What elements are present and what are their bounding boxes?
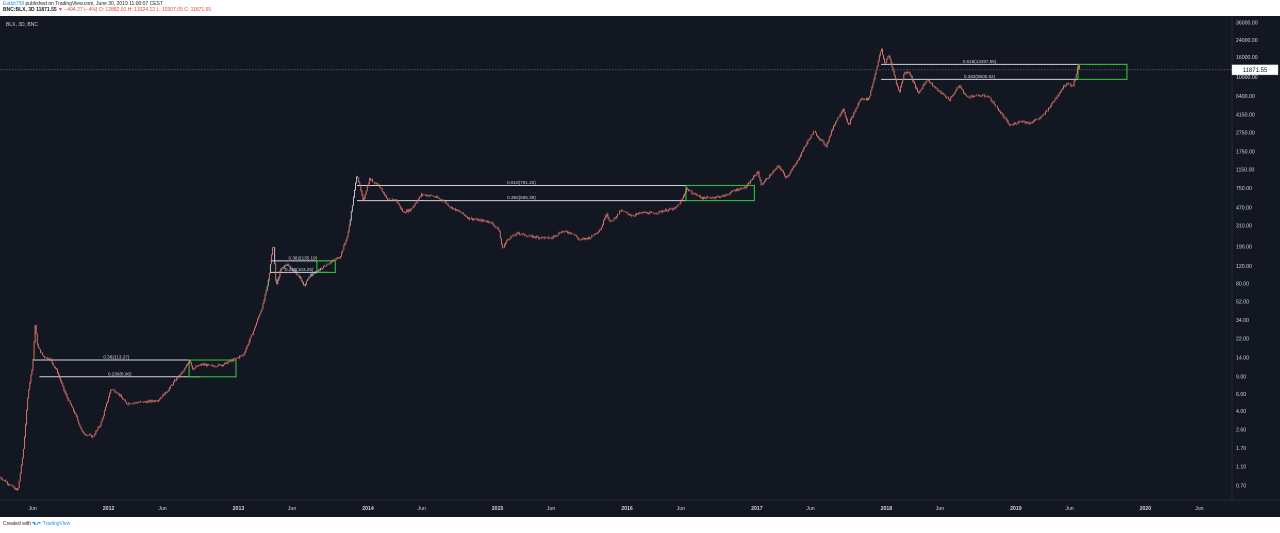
- price-tick-label-4: 6400.00: [1236, 94, 1255, 100]
- price-chart[interactable]: BLX, 3D, BNC 0.382(13.27)0.236(8.96)0.38…: [0, 16, 1280, 517]
- price-series: [0, 48, 1080, 492]
- price-tick-label-25: 0.70: [1236, 484, 1246, 490]
- target-box-0: [188, 359, 237, 378]
- tradingview-logo-icon: [32, 522, 41, 526]
- time-tick-label-16: Jun: [1065, 506, 1073, 512]
- current-price-badge: [1231, 64, 1279, 76]
- price-tick-label-20: 6.00: [1236, 392, 1246, 398]
- change-arrow: ▼: [58, 7, 63, 13]
- price-tick-label-23: 1.70: [1236, 446, 1246, 452]
- fib-label-5: 0.382(555.39): [507, 195, 536, 200]
- price-tick-label-5: 4150.00: [1236, 113, 1255, 119]
- price-axis-background: [1232, 16, 1280, 517]
- symbol-label: BNC:BLX, 3D: [3, 7, 35, 13]
- price-tick-label-9: 750.00: [1236, 186, 1252, 192]
- time-tick-label-10: Jun: [677, 506, 685, 512]
- price-tick-label-18: 14.00: [1236, 356, 1249, 362]
- fib-label-6: 0.618(13497.55): [963, 59, 997, 64]
- time-tick-label-1: 2012: [103, 506, 115, 512]
- last-price: 11871.55: [36, 7, 57, 13]
- price-tick-label-16: 34.00: [1236, 318, 1249, 324]
- created-with-label: Created with: [3, 521, 32, 527]
- chart-background: [0, 16, 1280, 517]
- time-tick-label-17: 2020: [1140, 506, 1152, 512]
- time-axis-ticks: Jun 2012 Jun 2013 Jun 2014 Jun 2015 Jun 2016 Jun 20…: [28, 506, 1203, 512]
- time-tick-label-18: Jun: [1195, 506, 1203, 512]
- price-tick-label-1: 24000.00: [1236, 38, 1258, 44]
- price-tick-label-22: 2.60: [1236, 428, 1246, 434]
- target-box-3: [1077, 63, 1128, 80]
- ohlc-line: BNC:BLX, 3D 11871.55 ▼ −494.27 (−4%) O: …: [3, 7, 211, 13]
- close-value: C: 11871.55: [184, 7, 212, 13]
- publish-info: published on TradingView.com, June 30, 2…: [25, 1, 163, 7]
- low-value: L: 10307.05: [156, 7, 183, 13]
- time-tick-label-12: Jun: [806, 506, 814, 512]
- price-tick-label-10: 470.00: [1236, 206, 1252, 212]
- price-tick-label-3: 10000.00: [1236, 75, 1258, 81]
- series-legend: BLX, 3D, BNC: [6, 22, 38, 28]
- time-tick-label-14: Jun: [936, 506, 944, 512]
- price-tick-label-0: 36000.00: [1236, 20, 1258, 26]
- time-tick-label-3: 2013: [233, 506, 245, 512]
- time-tick-label-5: 2014: [362, 506, 374, 512]
- time-tick-label-4: Jun: [288, 506, 296, 512]
- fib-label-0: 0.382(13.27): [103, 355, 130, 360]
- current-price-label: 11871.55: [1243, 68, 1268, 74]
- time-tick-label-9: 2016: [621, 506, 633, 512]
- fib-label-7: 0.382(9505.62): [964, 74, 996, 79]
- price-tick-label-12: 190.00: [1236, 244, 1252, 250]
- price-tick-label-17: 22.00: [1236, 336, 1249, 342]
- time-tick-label-15: 2019: [1010, 506, 1022, 512]
- price-tick-label-11: 310.00: [1236, 223, 1252, 229]
- price-tick-label-2: 16000.00: [1236, 55, 1258, 61]
- change-value: −494.27 (−4%): [64, 7, 98, 13]
- price-tick-label-24: 1.10: [1236, 464, 1246, 470]
- price-tick-label-13: 120.00: [1236, 264, 1252, 270]
- high-value: H: 13324.12: [127, 7, 156, 13]
- price-tick-label-7: 1750.00: [1236, 150, 1255, 156]
- price-tick-label-14: 80.00: [1236, 281, 1249, 287]
- author-link[interactable]: Eatbit758: [3, 1, 25, 7]
- price-tick-label-8: 1150.00: [1236, 168, 1254, 174]
- fib-label-3: 0.236(103.25): [285, 267, 314, 272]
- price-axis-ticks: 36000.00 24000.00 16000.00 10000.00 6400.00 4…: [1236, 20, 1258, 489]
- footer: Created with TradingView: [3, 521, 70, 527]
- time-tick-label-8: Jun: [547, 506, 555, 512]
- chart-header: Eatbit758 published on TradingView.com, …: [3, 1, 211, 13]
- time-tick-label-11: 2017: [751, 506, 763, 512]
- price-tick-label-19: 9.00: [1236, 375, 1246, 381]
- price-tick-label-21: 4.00: [1236, 409, 1246, 415]
- time-tick-label-0: Jun: [28, 506, 36, 512]
- publish-line: Eatbit758 published on TradingView.com, …: [3, 1, 211, 7]
- price-tick-label-6: 2750.00: [1236, 130, 1255, 136]
- tradingview-link[interactable]: TradingView: [42, 521, 71, 527]
- fib-label-4: 0.618(791.33): [507, 180, 536, 185]
- target-boxes: [188, 63, 1128, 378]
- fib-retracements: 0.382(13.27) 0.236(8.96) 0.382(135.19) 0.23…: [32, 59, 1078, 378]
- fib-label-2: 0.382(135.19): [289, 255, 318, 260]
- price-tick-label-15: 52.00: [1236, 300, 1249, 306]
- open-value: O: 12882.91: [98, 7, 127, 13]
- target-box-1: [316, 260, 336, 273]
- time-tick-label-13: 2018: [881, 506, 893, 512]
- time-tick-label-6: Jun: [417, 506, 425, 512]
- fib-label-1: 0.236(8.96): [108, 371, 132, 376]
- time-tick-label-7: 2015: [492, 506, 504, 512]
- current-price-marker: 11871.55: [0, 64, 1279, 76]
- time-tick-label-2: Jun: [158, 506, 166, 512]
